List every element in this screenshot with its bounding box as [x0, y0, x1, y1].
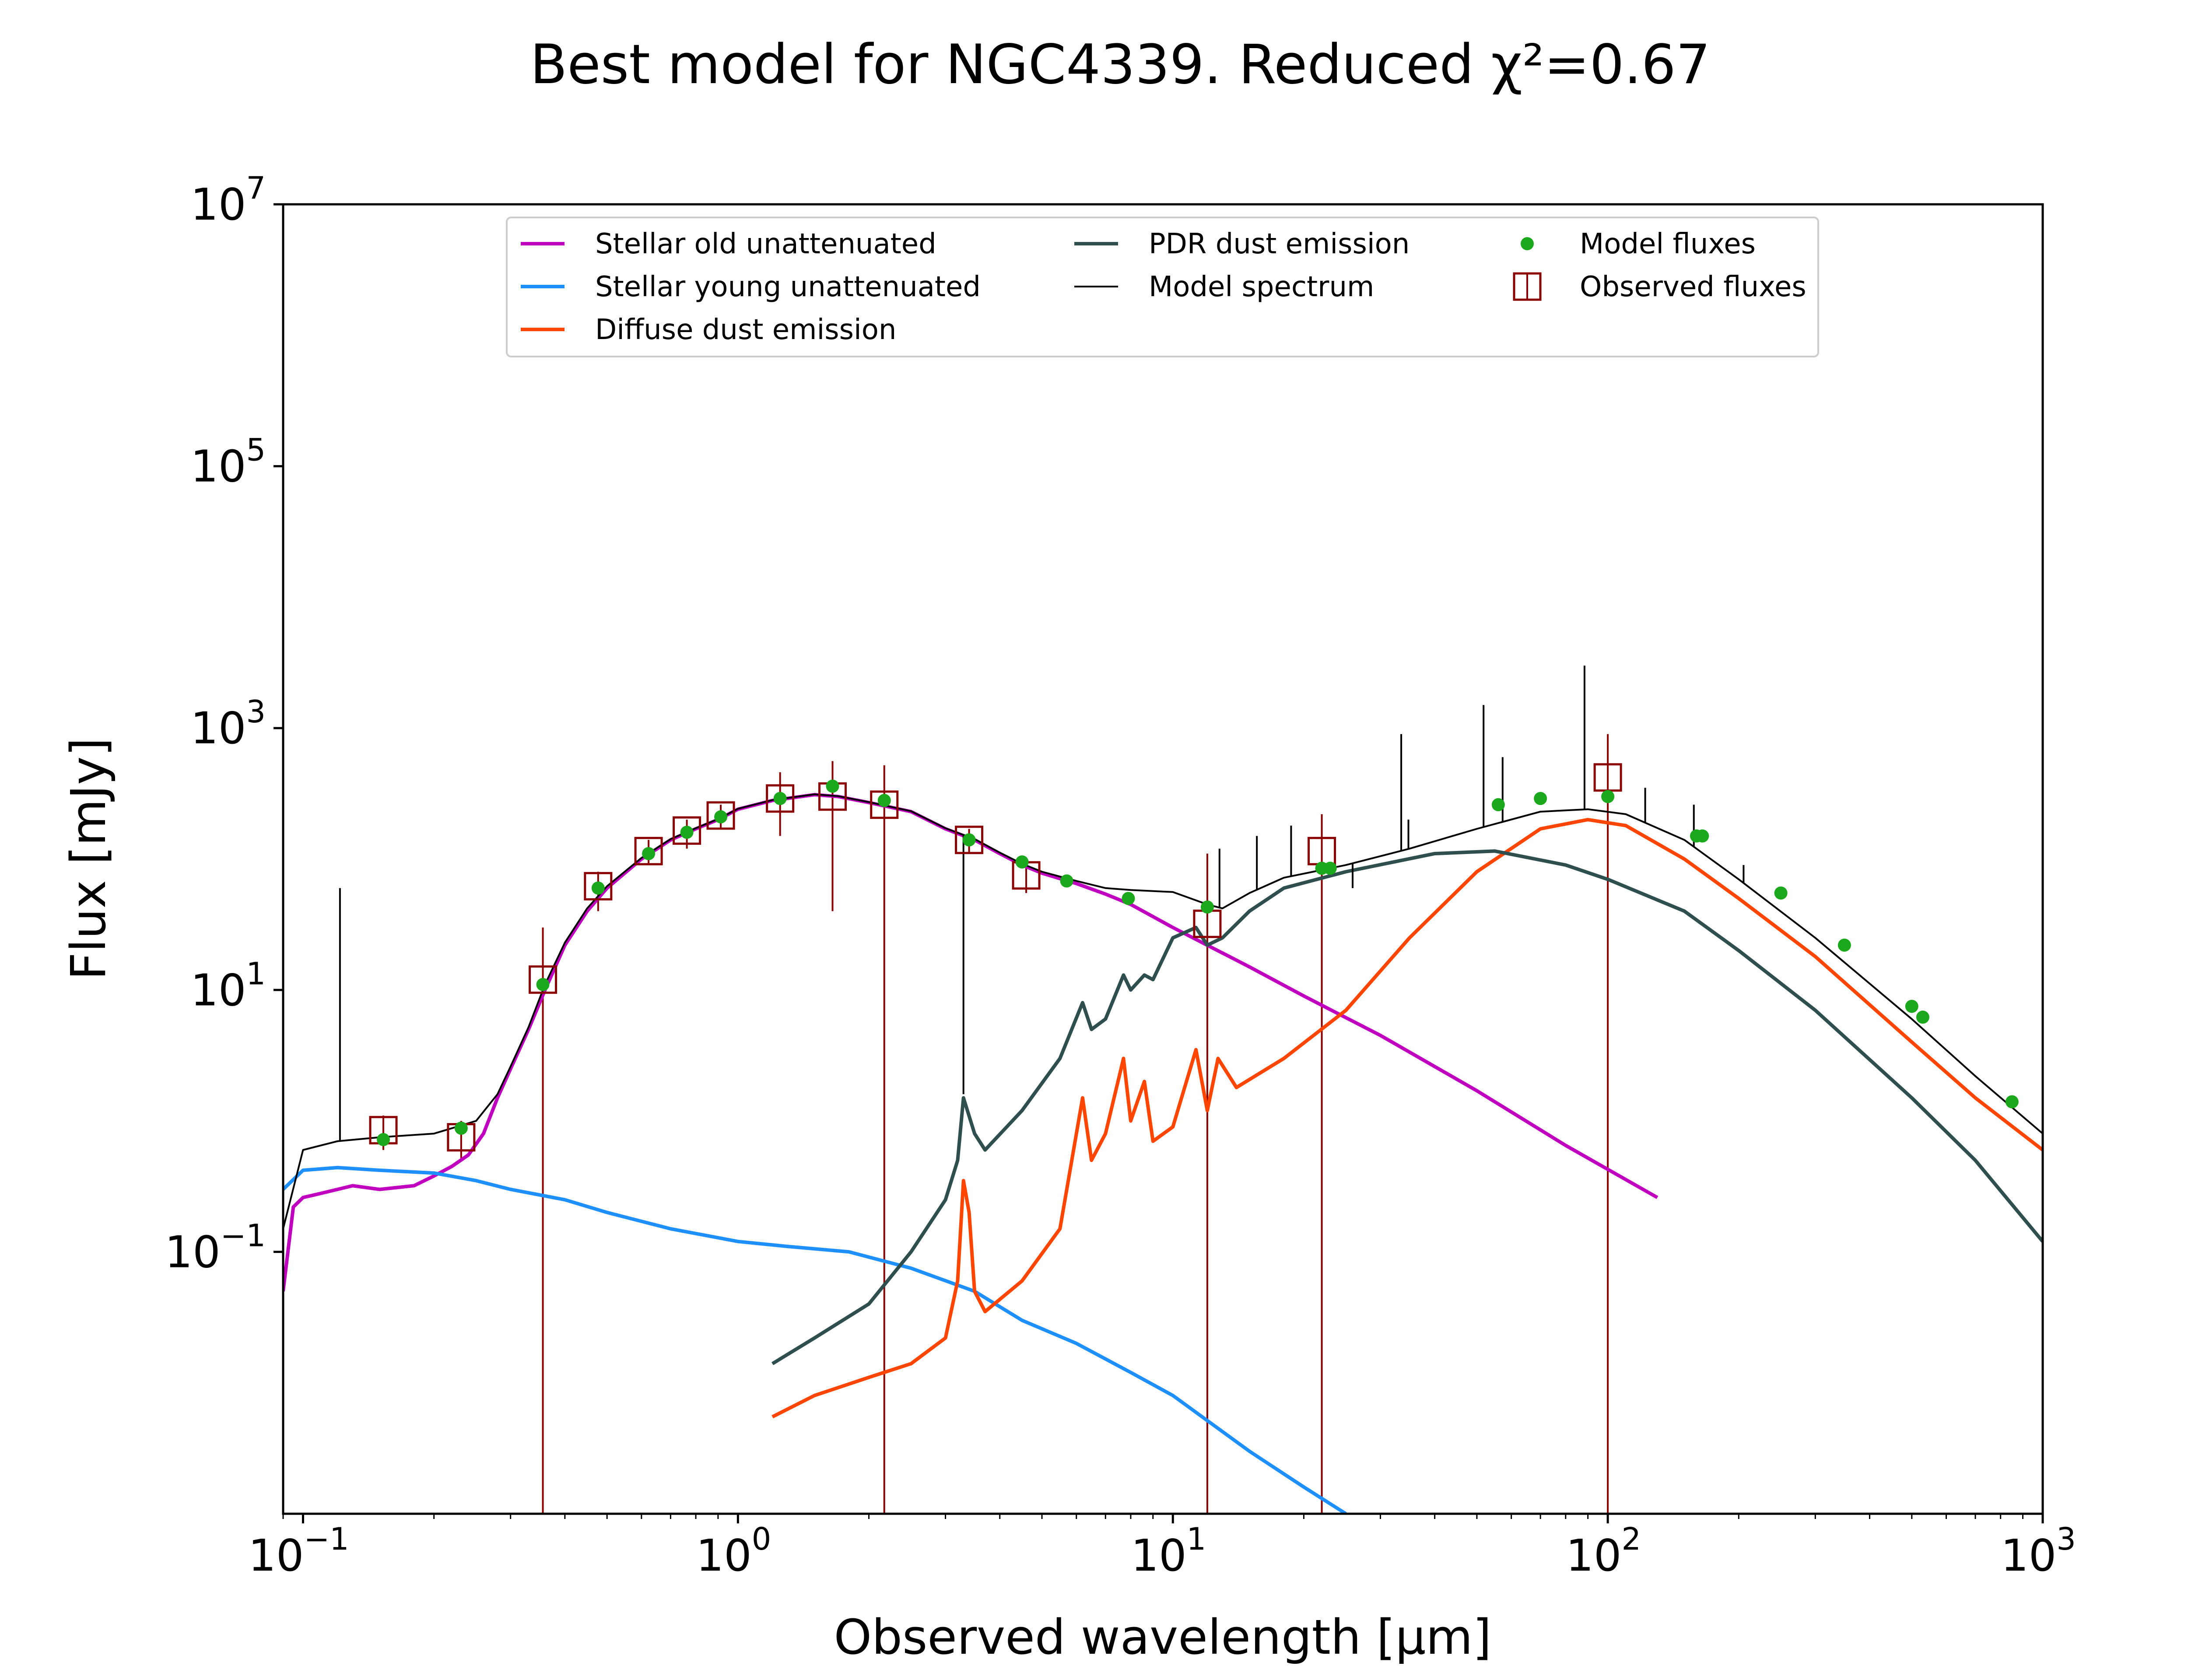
model-flux-marker: [1122, 892, 1135, 905]
model-flux-marker: [536, 978, 550, 991]
legend-label-model-spectrum: Model spectrum: [1149, 271, 1374, 303]
model-flux-marker: [1200, 900, 1214, 914]
series-line-model-spectrum: [283, 793, 2043, 1229]
x-tick-label: 103: [2001, 1521, 2076, 1581]
x-axis: 10−1 100 101 102 103: [248, 1514, 2076, 1581]
model-flux-markers: [377, 779, 2019, 1146]
legend-label-observed-fluxes: Observed fluxes: [1580, 271, 1806, 303]
observed-flux-marker: [529, 965, 558, 994]
model-flux-marker: [1905, 1000, 1918, 1013]
observed-flux-marker: [673, 816, 701, 845]
model-flux-marker: [454, 1121, 468, 1135]
series-line-pdr-dust-emission: [771, 849, 2043, 1365]
model-flux-marker: [1491, 798, 1505, 812]
model-flux-marker: [773, 792, 787, 805]
model-flux-marker: [591, 881, 605, 895]
model-flux-marker: [1774, 886, 1788, 900]
legend-label-stellar-old-unattenuated: Stellar old unattenuated: [595, 228, 936, 260]
legend: Stellar old unattenuated Stellar young un…: [506, 217, 1819, 357]
legend-label-model-fluxes: Model fluxes: [1580, 228, 1756, 260]
legend-label-diffuse-dust-emission: Diffuse dust emission: [595, 314, 896, 346]
plot-area: [283, 665, 2043, 1514]
x-tick-label: 100: [696, 1521, 771, 1581]
model-flux-marker: [1601, 790, 1615, 803]
legend-label-stellar-young-unattenuated: Stellar young unattenuated: [595, 271, 981, 303]
model-flux-marker: [714, 810, 728, 824]
plot-frame: [282, 203, 2044, 1515]
x-tick-label: 102: [1566, 1521, 1641, 1581]
legend-box: [506, 217, 1819, 357]
model-flux-marker: [1015, 855, 1029, 869]
observed-flux-marker: [706, 801, 735, 830]
model-flux-marker: [1696, 829, 1709, 843]
model-flux-marker: [826, 779, 839, 793]
observed-flux-markers: [369, 763, 1622, 1152]
legend-swatch-model-fluxes: [1521, 237, 1534, 250]
x-tick-label: 101: [1131, 1521, 1206, 1581]
model-flux-marker: [1837, 938, 1851, 952]
y-axis: 10−1 101 103 105 107: [165, 170, 283, 1278]
model-flux-marker: [1916, 1010, 1929, 1024]
model-flux-marker: [1060, 874, 1073, 888]
y-tick-label: 10−1: [165, 1218, 266, 1278]
observed-flux-marker: [766, 784, 795, 813]
model-flux-marker: [680, 826, 694, 839]
x-tick-label: 10−1: [248, 1521, 349, 1581]
model-flux-marker: [377, 1133, 390, 1146]
observed-flux-marker: [870, 790, 899, 819]
model-flux-marker: [1323, 861, 1337, 875]
x-axis-label: Observed wavelength [μm]: [834, 1609, 1492, 1665]
series-line-stellar-young-unattenuated: [283, 1166, 1347, 1514]
model-flux-marker: [642, 847, 656, 861]
y-tick-label: 105: [190, 432, 266, 492]
y-axis-label: Flux [mJy]: [60, 738, 116, 980]
model-flux-marker: [1534, 792, 1547, 805]
series-line-diffuse-dust-emission: [771, 818, 2043, 1418]
emission-lines: [339, 665, 1745, 1141]
y-tick-label: 103: [190, 694, 266, 754]
observed-flux-marker: [634, 836, 663, 865]
model-flux-marker: [2005, 1095, 2019, 1109]
y-tick-label: 107: [190, 170, 266, 230]
model-flux-marker: [877, 794, 891, 807]
error-bars: [382, 734, 1609, 1514]
chart-title: Best model for NGC4339. Reduced χ²=0.67: [530, 33, 1710, 96]
observed-flux-marker: [584, 872, 613, 901]
observed-flux-marker: [955, 826, 984, 854]
legend-label-pdr-dust-emission: PDR dust emission: [1149, 228, 1410, 260]
y-tick-label: 101: [190, 956, 266, 1016]
model-flux-marker: [962, 833, 976, 847]
